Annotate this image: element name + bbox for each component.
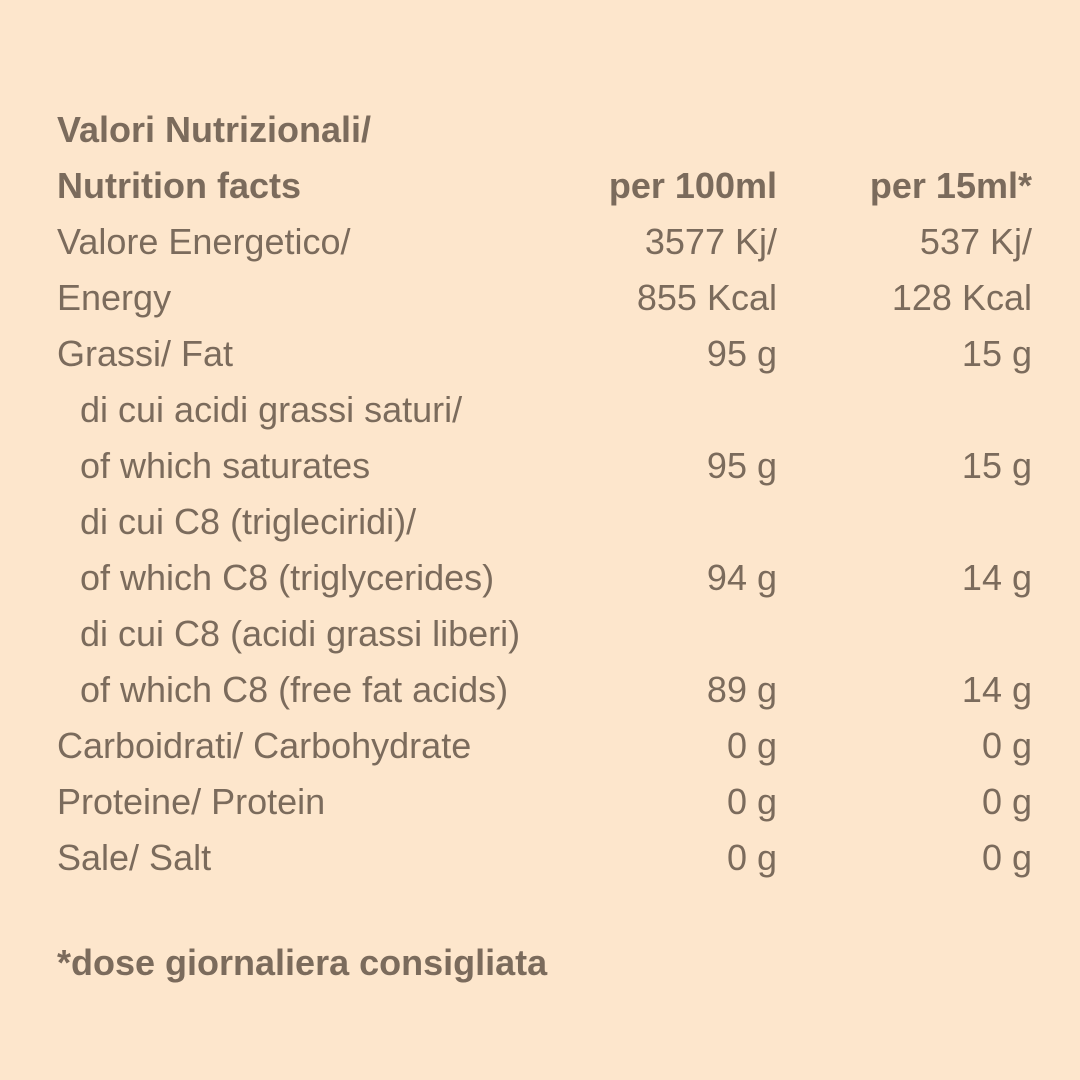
table-row-carbohydrate: Carboidrati/ Carbohydrate 0 g 0 g bbox=[57, 718, 1032, 774]
table-row-protein: Proteine/ Protein 0 g 0 g bbox=[57, 774, 1032, 830]
row-label: of which C8 (triglycerides) bbox=[80, 557, 495, 598]
row-value-per-15ml: 128 Kcal bbox=[891, 277, 1032, 318]
table-row-energy-kj: Valore Energetico/ 3577 Kj/ 537 Kj/ bbox=[57, 214, 1032, 270]
row-label: Energy bbox=[57, 277, 172, 318]
row-value-per-15ml: 15 g bbox=[961, 333, 1032, 374]
row-label: Proteine/ Protein bbox=[57, 781, 326, 822]
table-row-c8-free-fat-acids-it: di cui C8 (acidi grassi liberi) bbox=[57, 606, 1032, 662]
row-value-per-100ml: 95 g bbox=[706, 333, 777, 374]
row-value-per-100ml: 0 g bbox=[726, 725, 777, 766]
row-label: di cui C8 (trigleciridi)/ bbox=[80, 501, 417, 542]
column-header-per-100ml: per 100ml bbox=[608, 165, 777, 206]
row-value-per-15ml: 0 g bbox=[981, 837, 1032, 878]
row-value-per-100ml: 95 g bbox=[706, 445, 777, 486]
table-row-energy-kcal: Energy 855 Kcal 128 Kcal bbox=[57, 270, 1032, 326]
table-row-salt: Sale/ Salt 0 g 0 g bbox=[57, 830, 1032, 886]
row-label: di cui acidi grassi saturi/ bbox=[80, 389, 463, 430]
table-row-c8-triglycerides-it: di cui C8 (trigleciridi)/ bbox=[57, 494, 1032, 550]
table-row-c8-free-fat-acids: of which C8 (free fat acids) 89 g 14 g bbox=[57, 662, 1032, 718]
row-value-per-15ml: 537 Kj/ bbox=[919, 221, 1032, 262]
row-value-per-15ml: 15 g bbox=[961, 445, 1032, 486]
row-value-per-15ml: 14 g bbox=[961, 557, 1032, 598]
row-label: Valore Energetico/ bbox=[57, 221, 351, 262]
row-value-per-100ml: 89 g bbox=[706, 669, 777, 710]
nutrition-table: Valori Nutrizionali/ Nutrition facts per… bbox=[57, 102, 1032, 886]
row-value-per-15ml: 0 g bbox=[981, 725, 1032, 766]
row-label: Carboidrati/ Carbohydrate bbox=[57, 725, 472, 766]
row-value-per-100ml: 94 g bbox=[706, 557, 777, 598]
table-header-row: Nutrition facts per 100ml per 15ml* bbox=[57, 158, 1032, 214]
table-row-fat: Grassi/ Fat 95 g 15 g bbox=[57, 326, 1032, 382]
table-title-row: Valori Nutrizionali/ bbox=[57, 102, 1032, 158]
footnote: *dose giornaliera consigliata bbox=[57, 942, 548, 983]
row-label: di cui C8 (acidi grassi liberi) bbox=[80, 613, 521, 654]
row-value-per-100ml: 0 g bbox=[726, 781, 777, 822]
row-label: of which C8 (free fat acids) bbox=[80, 669, 509, 710]
table-row-saturates: of which saturates 95 g 15 g bbox=[57, 438, 1032, 494]
table-title-line-1: Valori Nutrizionali/ bbox=[57, 109, 372, 150]
row-value-per-100ml: 0 g bbox=[726, 837, 777, 878]
table-row-c8-triglycerides: of which C8 (triglycerides) 94 g 14 g bbox=[57, 550, 1032, 606]
row-value-per-100ml: 3577 Kj/ bbox=[644, 221, 777, 262]
table-row-saturates-it: di cui acidi grassi saturi/ bbox=[57, 382, 1032, 438]
row-value-per-100ml: 855 Kcal bbox=[636, 277, 777, 318]
column-header-per-15ml: per 15ml* bbox=[869, 165, 1032, 206]
row-label: of which saturates bbox=[80, 445, 371, 486]
row-label: Sale/ Salt bbox=[57, 837, 212, 878]
row-value-per-15ml: 14 g bbox=[961, 669, 1032, 710]
row-label: Grassi/ Fat bbox=[57, 333, 234, 374]
row-value-per-15ml: 0 g bbox=[981, 781, 1032, 822]
table-title-line-2: Nutrition facts bbox=[57, 165, 302, 206]
